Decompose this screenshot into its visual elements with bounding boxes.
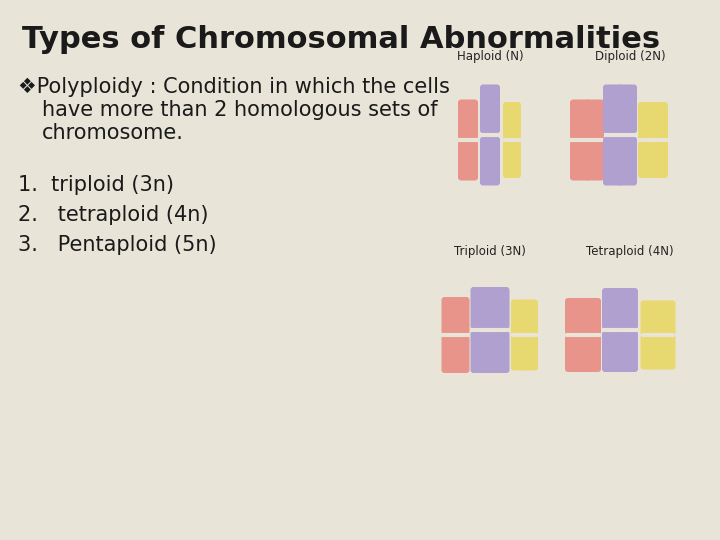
FancyBboxPatch shape [626, 324, 634, 336]
FancyBboxPatch shape [441, 297, 459, 334]
FancyBboxPatch shape [575, 335, 591, 372]
FancyBboxPatch shape [482, 287, 498, 329]
FancyBboxPatch shape [608, 128, 618, 142]
FancyBboxPatch shape [463, 134, 473, 146]
FancyBboxPatch shape [511, 335, 527, 370]
FancyBboxPatch shape [497, 324, 505, 336]
FancyBboxPatch shape [602, 288, 618, 329]
FancyBboxPatch shape [660, 335, 675, 369]
FancyBboxPatch shape [660, 300, 675, 335]
FancyBboxPatch shape [480, 84, 500, 133]
FancyBboxPatch shape [650, 102, 668, 139]
FancyBboxPatch shape [458, 99, 478, 139]
FancyBboxPatch shape [565, 335, 581, 372]
FancyBboxPatch shape [602, 331, 618, 372]
FancyBboxPatch shape [458, 141, 478, 180]
FancyBboxPatch shape [492, 331, 510, 373]
FancyBboxPatch shape [622, 331, 638, 372]
FancyBboxPatch shape [606, 324, 613, 336]
FancyBboxPatch shape [485, 128, 495, 142]
FancyBboxPatch shape [511, 300, 527, 335]
FancyBboxPatch shape [526, 330, 534, 340]
FancyBboxPatch shape [650, 335, 665, 369]
Text: 1.  triploid (3n): 1. triploid (3n) [18, 175, 174, 195]
FancyBboxPatch shape [603, 137, 623, 186]
FancyBboxPatch shape [589, 134, 599, 146]
FancyBboxPatch shape [452, 335, 469, 373]
FancyBboxPatch shape [482, 331, 498, 373]
FancyBboxPatch shape [650, 300, 665, 335]
FancyBboxPatch shape [475, 324, 483, 336]
FancyBboxPatch shape [516, 330, 523, 340]
FancyBboxPatch shape [575, 298, 591, 335]
Text: Diploid (2N): Diploid (2N) [595, 50, 665, 63]
FancyBboxPatch shape [622, 288, 638, 329]
FancyBboxPatch shape [584, 141, 604, 180]
Text: 2.   tetraploid (4n): 2. tetraploid (4n) [18, 205, 209, 225]
Text: Triploid (3N): Triploid (3N) [454, 245, 526, 258]
FancyBboxPatch shape [612, 331, 628, 372]
FancyBboxPatch shape [643, 134, 652, 145]
FancyBboxPatch shape [470, 287, 487, 329]
FancyBboxPatch shape [503, 102, 521, 139]
FancyBboxPatch shape [570, 99, 590, 139]
FancyBboxPatch shape [612, 288, 628, 329]
FancyBboxPatch shape [565, 298, 581, 335]
FancyBboxPatch shape [575, 134, 585, 146]
FancyBboxPatch shape [570, 330, 577, 340]
FancyBboxPatch shape [452, 297, 469, 334]
FancyBboxPatch shape [585, 298, 601, 335]
FancyBboxPatch shape [522, 335, 538, 370]
FancyBboxPatch shape [638, 140, 656, 178]
Text: 3.   Pentaploid (5n): 3. Pentaploid (5n) [18, 235, 217, 255]
FancyBboxPatch shape [603, 84, 623, 133]
FancyBboxPatch shape [616, 324, 624, 336]
FancyBboxPatch shape [486, 324, 494, 336]
FancyBboxPatch shape [638, 102, 656, 139]
FancyBboxPatch shape [503, 140, 521, 178]
Text: chromosome.: chromosome. [42, 123, 184, 143]
FancyBboxPatch shape [644, 330, 652, 340]
FancyBboxPatch shape [457, 329, 465, 340]
FancyBboxPatch shape [441, 335, 459, 373]
FancyBboxPatch shape [641, 300, 655, 335]
FancyBboxPatch shape [622, 128, 632, 142]
FancyBboxPatch shape [589, 330, 597, 340]
FancyBboxPatch shape [654, 134, 663, 145]
FancyBboxPatch shape [617, 84, 637, 133]
FancyBboxPatch shape [580, 330, 587, 340]
FancyBboxPatch shape [570, 141, 590, 180]
Text: Haploid (N): Haploid (N) [456, 50, 523, 63]
FancyBboxPatch shape [446, 329, 454, 340]
FancyBboxPatch shape [508, 134, 516, 145]
FancyBboxPatch shape [650, 140, 668, 178]
FancyBboxPatch shape [470, 331, 487, 373]
FancyBboxPatch shape [641, 335, 655, 369]
FancyBboxPatch shape [480, 137, 500, 186]
FancyBboxPatch shape [522, 300, 538, 335]
FancyBboxPatch shape [584, 99, 604, 139]
FancyBboxPatch shape [617, 137, 637, 186]
Text: Tetraploid (4N): Tetraploid (4N) [586, 245, 674, 258]
Text: have more than 2 homologous sets of: have more than 2 homologous sets of [42, 100, 438, 120]
FancyBboxPatch shape [654, 330, 662, 340]
FancyBboxPatch shape [585, 335, 601, 372]
FancyBboxPatch shape [492, 287, 510, 329]
Text: Types of Chromosomal Abnormalities: Types of Chromosomal Abnormalities [22, 25, 660, 54]
Text: ❖Polyploidy : Condition in which the cells: ❖Polyploidy : Condition in which the cel… [18, 77, 450, 97]
FancyBboxPatch shape [665, 330, 672, 340]
